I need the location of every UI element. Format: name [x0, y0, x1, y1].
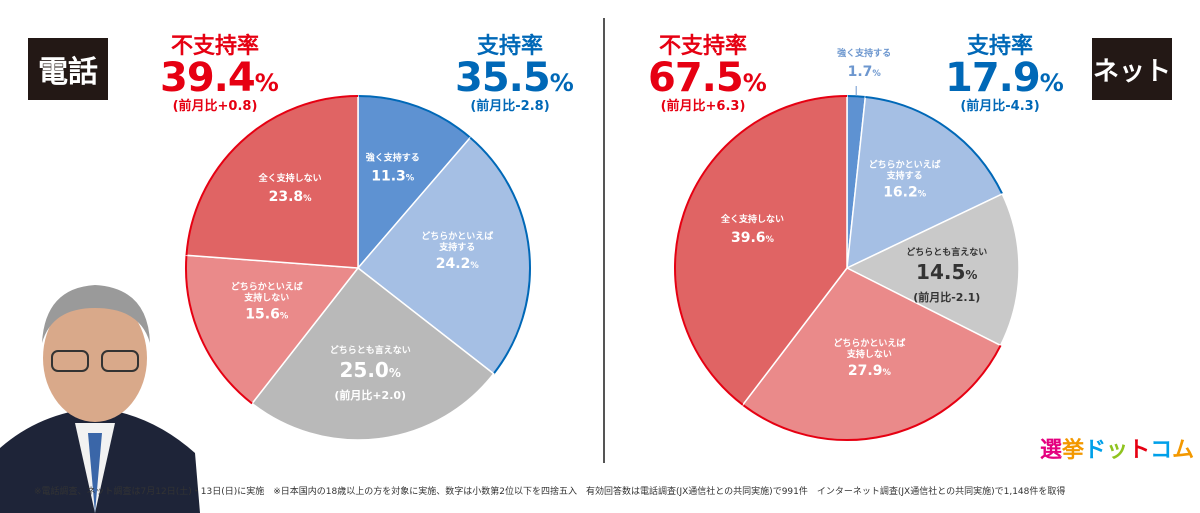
- slice-outline: [185, 255, 253, 405]
- slice-outline: [846, 95, 866, 98]
- slice-label: どちらとも言えない: [906, 246, 987, 258]
- slice-outline: [185, 95, 359, 256]
- pie-slice: [251, 266, 495, 441]
- slice-value: 27.9%: [848, 363, 892, 379]
- slice-label: どちらかといえば: [421, 230, 493, 242]
- slice-note: (前月比-2.1): [913, 290, 980, 304]
- slice-label: 支持する: [886, 170, 923, 182]
- slice-label: どちらとも言えない: [330, 344, 411, 356]
- header-change: (前月比-4.3): [960, 99, 1040, 114]
- header-unit: %: [549, 69, 574, 97]
- header-unit: %: [1039, 69, 1064, 97]
- header-unit: %: [742, 69, 767, 97]
- header-label: 不支持率: [658, 34, 747, 59]
- slice-label: 支持する: [438, 241, 475, 253]
- header-change: (前月比-2.8): [470, 99, 550, 114]
- phone-nonsupport-header: 不支持率 39.4% (前月比+0.8): [160, 34, 279, 114]
- footnote: ※電話調査、ネット調査は7月12日(土)・13日(日)に実施 ※日本国内の18歳…: [34, 487, 1066, 497]
- pie-slice: [845, 192, 1020, 347]
- pie-0: 強く支持する11.3%どちらかといえば支持する24.2%どちらとも言えない25.…: [185, 95, 531, 441]
- slice-value: 11.3%: [371, 168, 415, 184]
- header-label: 支持率: [966, 34, 1033, 59]
- slice-outline: [469, 136, 531, 375]
- slice-outline: [742, 344, 1002, 441]
- slice-label: どちらかといえば: [231, 280, 303, 292]
- net-support-header: 支持率 17.9% (前月比-4.3): [945, 34, 1064, 114]
- slice-label: どちらかといえば: [833, 337, 905, 349]
- slice-outline: [674, 95, 848, 406]
- divider: [603, 18, 605, 463]
- slice-label: 全く支持しない: [720, 213, 784, 225]
- header-value: 67.5: [648, 55, 744, 101]
- slice-value: 15.6%: [245, 306, 289, 322]
- slice-outline: [865, 95, 1004, 195]
- pie-1: 強く支持する1.7%どちらかといえば支持する16.2%どちらとも言えない14.5…: [674, 47, 1020, 441]
- header-label: 支持率: [476, 34, 543, 59]
- slice-value: 16.2%: [883, 185, 927, 201]
- slice-label: 強く支持する: [366, 151, 420, 163]
- slice-label: 支持しない: [846, 348, 892, 360]
- phone-support-header: 支持率 35.5% (前月比-2.8): [455, 34, 574, 114]
- slice-label: どちらかといえば: [869, 159, 941, 171]
- slice-label: 支持しない: [243, 291, 289, 303]
- slice-value: 24.2%: [436, 256, 480, 272]
- net-nonsupport-header: 不支持率 67.5% (前月比+6.3): [648, 34, 767, 114]
- slice-label: 全く支持しない: [258, 172, 322, 184]
- header-label: 不支持率: [170, 34, 259, 59]
- header-unit: %: [254, 69, 279, 97]
- senkyo-dotcom-logo: 選挙ドットコム: [1040, 438, 1195, 463]
- slice-note: (前月比+2.0): [334, 388, 406, 402]
- net-survey-tag: ネット: [1092, 38, 1172, 100]
- slice-value: 23.8%: [269, 189, 313, 205]
- header-value: 17.9: [945, 55, 1041, 101]
- header-change: (前月比+0.8): [172, 99, 258, 114]
- politician-photo: [0, 285, 200, 513]
- slice-value: 1.7%: [848, 64, 882, 80]
- phone-survey-tag: 電話: [28, 38, 108, 100]
- header-value: 39.4: [160, 55, 256, 101]
- slice-value: 39.6%: [731, 230, 775, 246]
- slice-label: 強く支持する: [837, 47, 891, 59]
- header-change: (前月比+6.3): [660, 99, 746, 114]
- header-value: 35.5: [455, 55, 551, 101]
- slice-outline: [357, 95, 471, 139]
